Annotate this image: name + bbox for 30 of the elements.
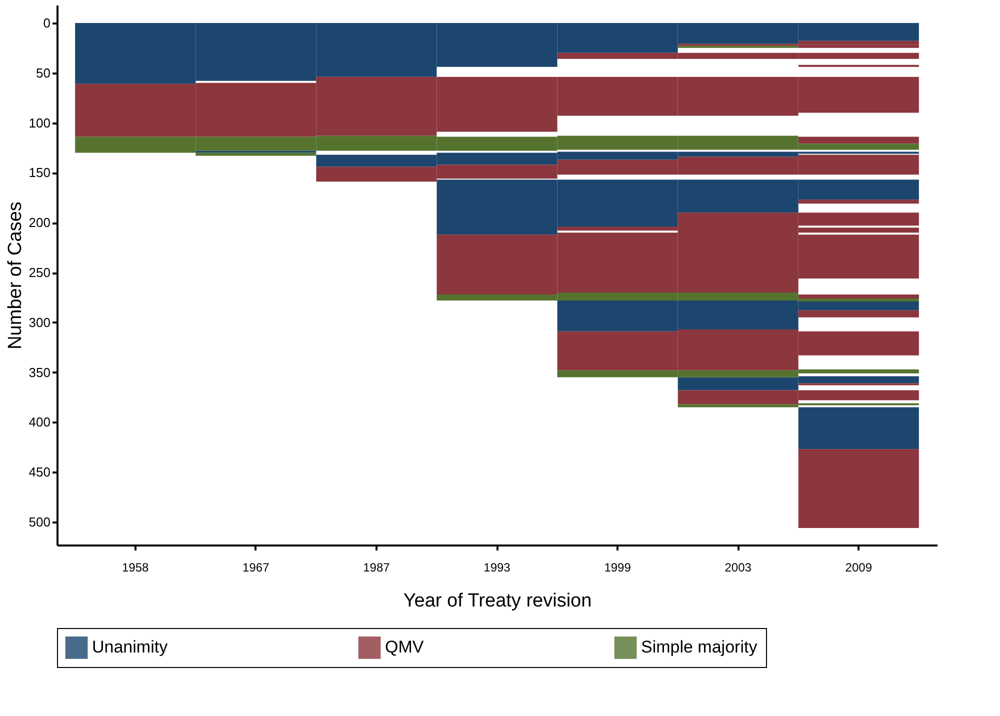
x-tick-label: 2003 — [724, 560, 752, 574]
y-tick-label: 500 — [28, 514, 50, 530]
y-tick-label: 250 — [28, 265, 50, 280]
y-axis-title: Number of Cases — [4, 202, 26, 350]
y-tick-label: 450 — [28, 464, 50, 480]
y-tick-label: 100 — [28, 115, 50, 130]
y-tick-label: 200 — [28, 215, 50, 230]
x-tick-label: 1987 — [363, 560, 390, 574]
legend-label: QMV — [385, 638, 424, 657]
bar — [798, 407, 919, 450]
bar — [798, 294, 919, 298]
y-tick-label: 300 — [28, 314, 50, 330]
x-tick-label: 1967 — [242, 560, 270, 574]
bar — [798, 310, 919, 318]
bar — [798, 200, 919, 204]
legend-label: Unanimity — [92, 638, 168, 657]
x-axis-title: Year of Treaty revision — [403, 590, 592, 612]
y-tick-label: 400 — [28, 414, 50, 430]
bar — [196, 152, 316, 156]
bar — [798, 136, 919, 144]
x-tick-label: 1993 — [484, 560, 511, 574]
y-tick-label: 0 — [43, 15, 50, 30]
x-tick-label: 2009 — [845, 560, 872, 574]
y-tick-label: 50 — [36, 65, 50, 80]
y-tick-label: 150 — [28, 165, 50, 180]
x-tick-label: 1958 — [122, 560, 150, 574]
legend-label: Simple majority — [641, 638, 758, 657]
bar — [798, 449, 919, 528]
x-tick-label: 1999 — [604, 560, 632, 574]
y-tick-label: 350 — [28, 364, 50, 380]
